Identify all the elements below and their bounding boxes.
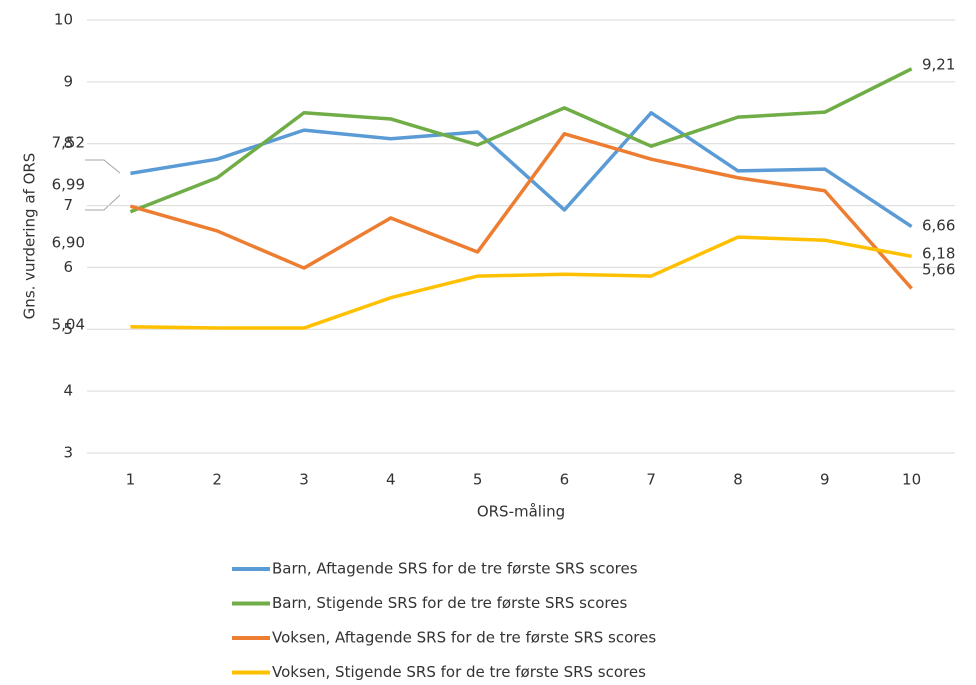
- series-line: [130, 235, 912, 330]
- series-line: [129, 132, 913, 290]
- x-tick-label: 6: [560, 471, 570, 489]
- data-label: 6,99: [52, 176, 85, 194]
- data-label: 5,66: [922, 261, 955, 279]
- x-tick-label: 4: [386, 471, 396, 489]
- y-tick-label: 10: [54, 11, 73, 29]
- x-tick-label: 3: [299, 471, 309, 489]
- legend-label: Barn, Stigende SRS for de tre første SRS…: [272, 594, 627, 612]
- data-label: 6,66: [922, 217, 955, 235]
- x-tick-label: 10: [902, 471, 921, 489]
- y-tick-label: 5: [63, 320, 73, 338]
- x-tick-label: 8: [733, 471, 743, 489]
- x-axis-title: ORS-måling: [477, 503, 565, 521]
- x-tick-label: 1: [126, 471, 136, 489]
- y-tick-label: 6: [63, 258, 73, 276]
- x-tick-label: 5: [473, 471, 483, 489]
- legend-label: Voksen, Stigende SRS for de tre første S…: [272, 663, 646, 681]
- y-tick-label: 4: [63, 382, 73, 400]
- legend-label: Voksen, Aftagende SRS for de tre første …: [272, 629, 656, 647]
- y-tick-label: 9: [63, 72, 73, 90]
- y-axis-title: Gns. vurdering af ORS: [21, 153, 39, 320]
- series-line: [130, 111, 913, 229]
- series-line: [129, 67, 913, 214]
- x-tick-label: 9: [820, 471, 830, 489]
- data-label: 9,21: [922, 56, 955, 74]
- data-label: 6,90: [52, 234, 85, 252]
- x-tick-label: 2: [212, 471, 222, 489]
- data-label: 5,04: [52, 316, 85, 334]
- y-tick-label: 8: [63, 134, 73, 152]
- y-tick-label: 3: [63, 444, 73, 462]
- legend-label: Barn, Aftagende SRS for de tre første SR…: [272, 560, 638, 578]
- leader-line: [85, 194, 121, 211]
- leader-line: [85, 159, 121, 174]
- x-tick-label: 7: [646, 471, 656, 489]
- data-label: 7,52: [52, 134, 85, 152]
- data-label: 6,18: [922, 245, 955, 263]
- y-tick-label: 7: [63, 196, 73, 214]
